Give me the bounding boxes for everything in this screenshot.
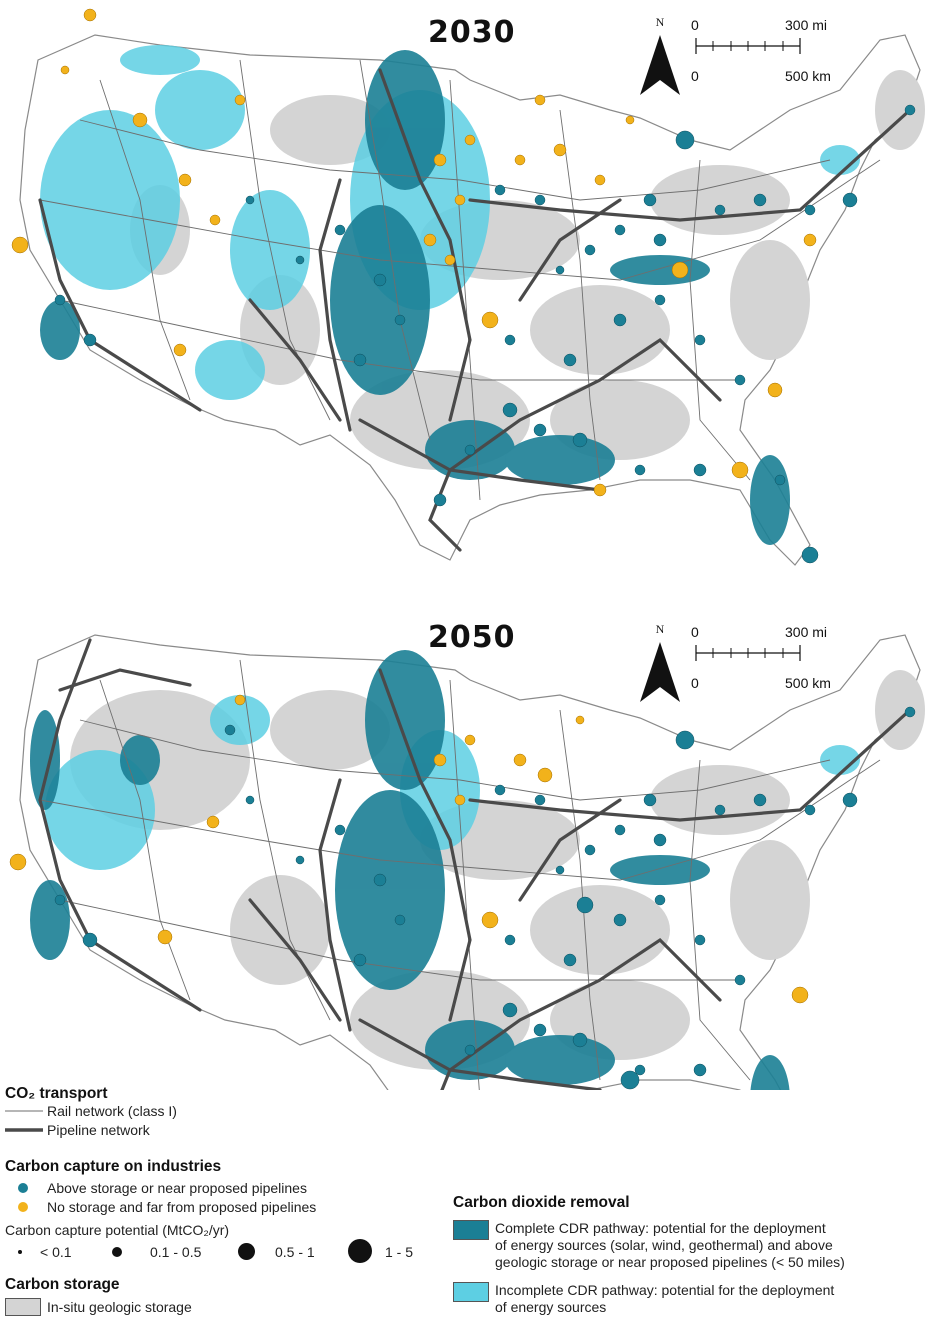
rail-line-icon xyxy=(5,1110,43,1112)
legend-potential-title: Carbon capture potential (MtCO₂/yr) xyxy=(5,1222,230,1238)
capture-sites-no-storage xyxy=(9,694,809,1004)
legend-storage-heading: Carbon storage xyxy=(5,1276,120,1293)
legend-size-label-2: 0.1 - 0.5 xyxy=(150,1244,202,1260)
orange-dot-icon xyxy=(18,1202,28,1212)
legend-complete-cdr-line-2: of energy sources (solar, wind, geotherm… xyxy=(495,1237,833,1253)
north-label: N xyxy=(655,622,665,636)
scale-bar xyxy=(695,645,805,661)
capture-sites-above-storage xyxy=(54,706,916,1090)
rail-network xyxy=(39,59,881,501)
capture-sites-above-storage xyxy=(54,104,916,564)
teal-dot-icon xyxy=(18,1183,28,1193)
north-arrow: N xyxy=(640,15,680,100)
legend-no-storage-label: No storage and far from proposed pipelin… xyxy=(47,1199,317,1215)
scale-bar xyxy=(695,38,805,54)
storage-swatch xyxy=(5,1298,41,1316)
scale-mi-zero: 0 xyxy=(691,624,699,640)
capture-sites-no-storage xyxy=(11,8,817,497)
scale-km-max: 500 km xyxy=(785,68,831,84)
incomplete-cdr-swatch xyxy=(453,1282,489,1302)
north-arrow-icon xyxy=(640,642,680,702)
north-arrow: N xyxy=(640,622,680,707)
year-title-2030: 2030 xyxy=(428,15,516,50)
legend-pipeline-label: Pipeline network xyxy=(47,1122,150,1138)
legend-size-label-3: 0.5 - 1 xyxy=(275,1244,315,1260)
pipeline-line-icon xyxy=(5,1128,43,1132)
legend-transport-heading: CO₂ transport xyxy=(5,1085,108,1102)
legend-size-label-4: 1 - 5 xyxy=(385,1244,414,1260)
legend-incomplete-cdr-line-1: Incomplete CDR pathway: potential for th… xyxy=(495,1282,835,1298)
scale-bar-graphic xyxy=(695,645,801,661)
pipeline-network xyxy=(38,638,912,1090)
size-dot-icon-md xyxy=(238,1243,255,1260)
north-arrow-icon xyxy=(640,35,680,95)
pipeline-network xyxy=(38,68,912,552)
size-dot-icon-sm xyxy=(112,1247,122,1257)
map-panel-2030: 2030 N 0 300 mi 0 500 km xyxy=(0,0,941,600)
scale-km-zero: 0 xyxy=(691,68,699,84)
size-dot-icon-xs xyxy=(18,1250,22,1254)
size-dot-icon-lg xyxy=(348,1239,372,1263)
scale-mi-max: 300 mi xyxy=(785,17,828,33)
scale-km-zero: 0 xyxy=(691,675,699,691)
us-map-2050 xyxy=(9,634,925,1090)
legend-complete-cdr-line-3: geologic storage or near proposed pipeli… xyxy=(495,1254,845,1270)
legend-incomplete-cdr-line-2: of energy sources xyxy=(495,1299,607,1315)
legend-insitu-label: In-situ geologic storage xyxy=(47,1299,192,1315)
complete-cdr-areas xyxy=(30,650,790,1090)
scale-km-max: 500 km xyxy=(785,675,831,691)
complete-cdr-areas xyxy=(40,50,790,545)
legend-cdr-heading: Carbon dioxide removal xyxy=(453,1194,630,1211)
scale-mi-max: 300 mi xyxy=(785,624,828,640)
legend-capture-heading: Carbon capture on industries xyxy=(5,1158,222,1175)
legend-above-storage-label: Above storage or near proposed pipelines xyxy=(47,1180,307,1196)
legend-rail-label: Rail network (class I) xyxy=(47,1103,177,1119)
year-title-2050: 2050 xyxy=(428,620,516,655)
rail-network xyxy=(39,659,881,1090)
legend-complete-cdr-line-1: Complete CDR pathway: potential for the … xyxy=(495,1220,826,1236)
north-label: N xyxy=(655,15,665,29)
scale-bar-graphic xyxy=(695,38,801,54)
map-panel-2050: 2050 N 0 300 mi 0 500 km xyxy=(0,600,941,1090)
complete-cdr-swatch xyxy=(453,1220,489,1240)
legend-size-label-1: < 0.1 xyxy=(40,1244,72,1260)
scale-mi-zero: 0 xyxy=(691,17,699,33)
us-map-2030 xyxy=(11,8,925,566)
